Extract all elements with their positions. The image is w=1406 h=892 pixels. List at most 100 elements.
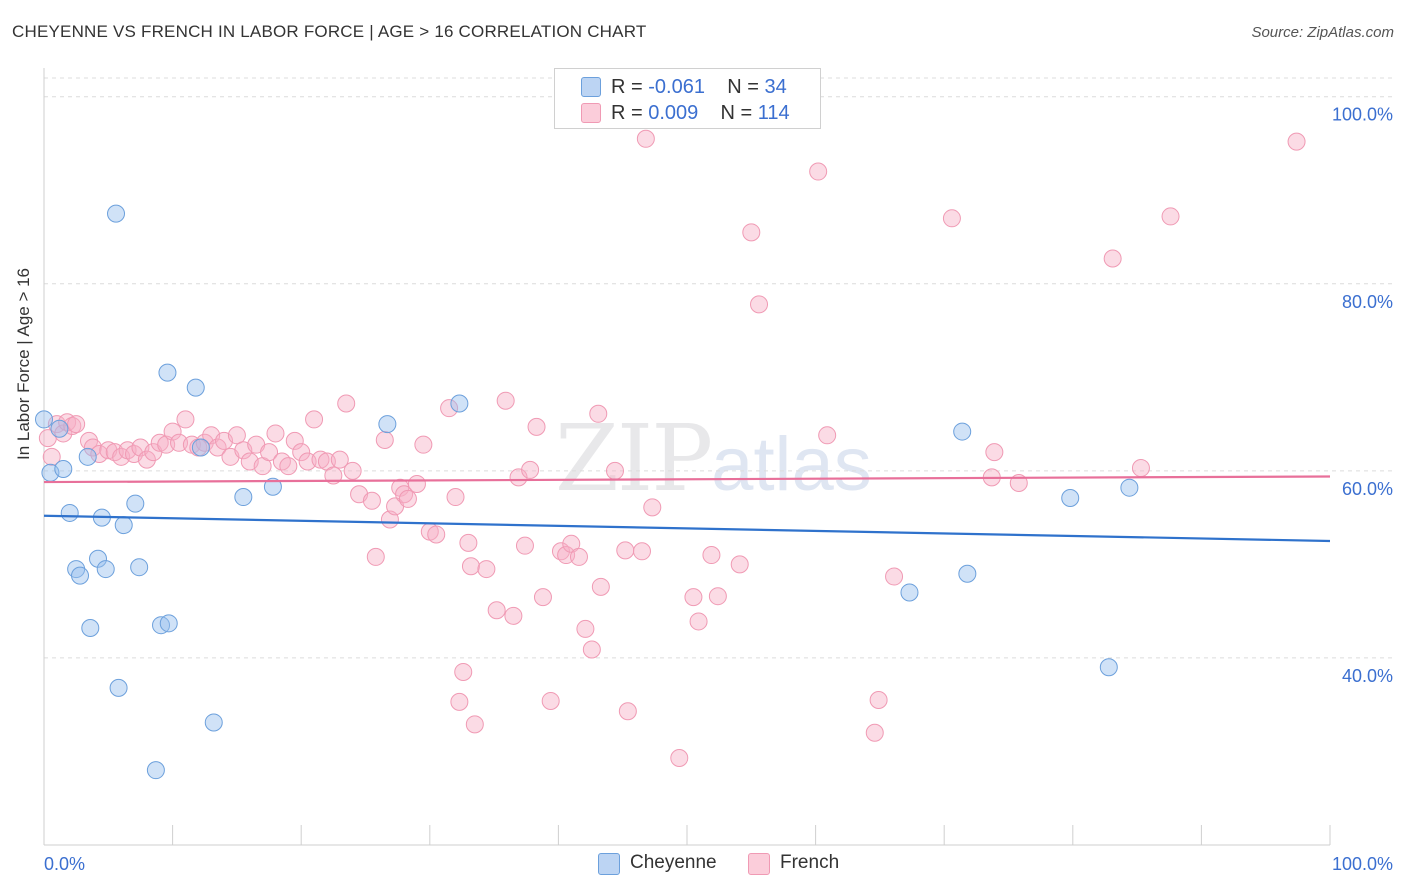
french-point xyxy=(272,452,291,471)
cheyenne-point xyxy=(204,713,223,732)
french-point xyxy=(292,443,311,462)
french-point xyxy=(362,491,381,510)
french-point xyxy=(569,547,588,566)
cheyenne-point xyxy=(191,438,210,457)
french-point xyxy=(459,533,478,552)
cheyenne-trend-line xyxy=(43,514,1331,543)
cheyenne-point xyxy=(130,558,149,577)
legend-r-label: R = xyxy=(611,102,649,124)
french-point xyxy=(541,691,560,710)
legend-r-value: 0.009 xyxy=(648,102,699,124)
cheyenne-point xyxy=(71,566,90,585)
french-point xyxy=(985,443,1004,462)
french-point xyxy=(869,691,888,710)
french-point xyxy=(446,488,465,507)
french-point xyxy=(461,557,480,576)
legend-n-value: 114 xyxy=(757,102,790,124)
french-point xyxy=(260,443,279,462)
french-point xyxy=(504,606,523,625)
french-point xyxy=(337,394,356,413)
french-point xyxy=(632,542,651,561)
cheyenne-point xyxy=(263,477,282,496)
cheyenne-point xyxy=(1061,488,1080,507)
cheyenne-legend-swatch xyxy=(598,853,620,875)
french-point xyxy=(407,474,426,493)
legend-n-label: N = xyxy=(720,102,758,124)
french-point xyxy=(730,555,749,574)
french-point xyxy=(750,295,769,314)
french-point xyxy=(398,489,417,508)
cheyenne-swatch xyxy=(581,77,601,97)
y-tick-label: 80.0% xyxy=(1342,292,1393,312)
cheyenne-point xyxy=(107,204,126,223)
french-point xyxy=(618,702,637,721)
french-point xyxy=(576,619,595,638)
cheyenne-point xyxy=(152,616,171,635)
x-tick-label: 100.0% xyxy=(1332,854,1393,874)
cheyenne-point xyxy=(60,503,79,522)
french-point xyxy=(702,546,721,565)
watermark: ZIPatlas xyxy=(555,405,872,512)
cheyenne-point xyxy=(96,560,115,579)
cheyenne-point xyxy=(958,564,977,583)
french-point xyxy=(285,431,304,450)
cheyenne-point xyxy=(114,516,133,535)
french-point xyxy=(465,715,484,734)
cheyenne-point xyxy=(159,614,178,633)
cheyenne-point xyxy=(78,447,97,466)
french-point xyxy=(689,612,708,631)
legend-n-value: 34 xyxy=(764,76,787,98)
legend-r-label: R = xyxy=(611,76,649,98)
french-point xyxy=(266,424,285,443)
legend-r-value: -0.061 xyxy=(648,76,705,98)
cheyenne-point xyxy=(146,761,165,780)
french-point xyxy=(1287,132,1306,151)
french-point xyxy=(643,498,662,517)
french-point xyxy=(90,445,109,464)
french-point xyxy=(83,438,102,457)
french-point xyxy=(818,426,837,445)
french-swatch xyxy=(581,103,601,123)
french-point xyxy=(150,433,169,452)
legend-n-label: N = xyxy=(727,76,765,98)
french-point xyxy=(865,723,884,742)
french-point xyxy=(67,415,86,434)
french-point xyxy=(809,162,828,181)
french-point xyxy=(496,391,515,410)
french-point xyxy=(515,536,534,555)
french-point xyxy=(1161,207,1180,226)
cheyenne-point xyxy=(54,459,73,478)
french-legend-swatch xyxy=(748,853,770,875)
french-point xyxy=(454,662,473,681)
french-point xyxy=(589,404,608,423)
french-point xyxy=(885,567,904,586)
french-point xyxy=(375,430,394,449)
french-point xyxy=(616,541,635,560)
french-point xyxy=(366,547,385,566)
french-point xyxy=(605,461,624,480)
x-tick-label: 0.0% xyxy=(44,854,85,874)
french-point xyxy=(527,417,546,436)
cheyenne-point xyxy=(50,419,69,438)
french-point xyxy=(742,223,761,242)
cheyenne-point xyxy=(186,378,205,397)
cheyenne-point xyxy=(378,415,397,434)
watermark-zip: ZIP xyxy=(555,405,713,512)
french-point xyxy=(176,410,195,429)
french-point xyxy=(487,601,506,620)
watermark-atlas: atlas xyxy=(711,422,872,507)
y-tick-label: 100.0% xyxy=(1332,105,1393,125)
correlation-legend: R = -0.061 N = 34 R = 0.009 N = 114 xyxy=(554,68,821,129)
french-point xyxy=(343,461,362,480)
french-point xyxy=(521,460,540,479)
french-point xyxy=(42,447,61,466)
french-legend-label: French xyxy=(780,852,840,873)
cheyenne-point xyxy=(450,394,469,413)
french-point xyxy=(305,410,324,429)
french-point xyxy=(311,450,330,469)
cheyenne-point xyxy=(900,583,919,602)
french-point xyxy=(684,588,703,607)
french-point xyxy=(942,209,961,228)
y-tick-label: 60.0% xyxy=(1342,479,1393,499)
